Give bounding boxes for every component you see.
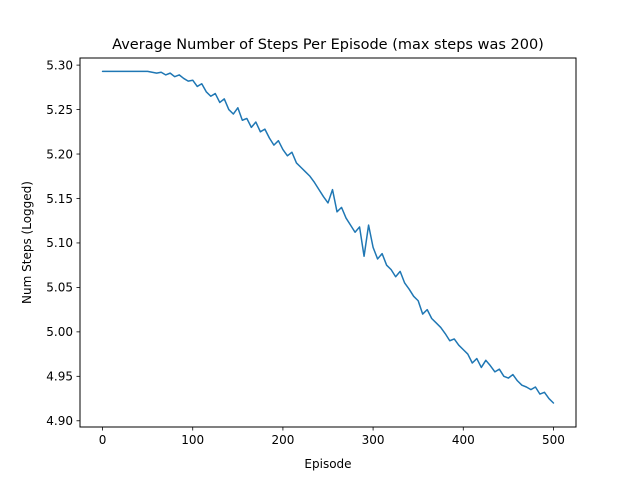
x-axis-label: Episode: [304, 457, 351, 471]
chart-title: Average Number of Steps Per Episode (max…: [112, 37, 544, 53]
x-tick-label: 100: [181, 433, 204, 447]
y-tick-label: 4.95: [46, 370, 73, 384]
y-tick-label: 5.20: [46, 147, 73, 161]
plot-area: [101, 70, 555, 404]
y-tick-label: 5.00: [46, 325, 73, 339]
y-axis-label: Num Steps (Logged): [20, 181, 34, 304]
axes-frame: [79, 57, 577, 428]
x-tick-label: 500: [542, 433, 565, 447]
x-tick-label: 400: [452, 433, 475, 447]
y-tick-label: 4.90: [46, 414, 73, 428]
series-line: [101, 70, 555, 404]
y-tick-label: 5.05: [46, 281, 73, 295]
y-tick-label: 5.30: [46, 58, 73, 72]
x-tick-label: 200: [271, 433, 294, 447]
y-tick-label: 5.10: [46, 236, 73, 250]
x-tick-label: 0: [99, 433, 107, 447]
y-tick-label: 5.25: [46, 103, 73, 117]
x-tick-label: 300: [362, 433, 385, 447]
y-tick-label: 5.15: [46, 192, 73, 206]
